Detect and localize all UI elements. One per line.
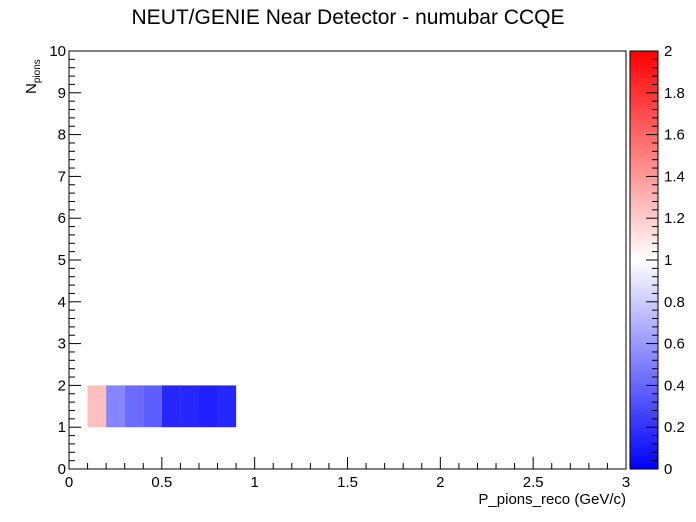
heatmap-cells (87, 385, 237, 428)
colorbar-tick-label-0: 0 (664, 461, 672, 478)
colorbar-tick-label-1: 0.2 (664, 419, 685, 436)
x-axis-label: P_pions_reco (GeV/c) (478, 491, 626, 508)
y-tick-label-7: 7 (58, 168, 66, 185)
y-tick-label-10: 10 (49, 43, 66, 60)
heatmap-cell-4 (161, 385, 181, 428)
x-tick-label-4: 2 (436, 474, 444, 491)
colorbar-tick-label-6: 1.2 (664, 210, 685, 227)
y-tick-label-5: 5 (58, 252, 66, 269)
y-axis-label-subscript: pions (32, 59, 43, 83)
colorbar-tick-label-4: 0.8 (664, 294, 685, 311)
chart-title: NEUT/GENIE Near Detector - numubar CCQE (131, 6, 565, 29)
x-axis: 0 0.5 1 1.5 2 2.5 3 (65, 457, 630, 491)
colorbar-tick-label-9: 1.8 (664, 85, 685, 102)
heatmap-cell-2 (124, 385, 144, 428)
y-axis-label-main: N (23, 83, 40, 94)
colorbar-tick-label-8: 1.6 (664, 127, 685, 144)
heatmap-cell-6 (198, 385, 218, 428)
heatmap-cell-0 (87, 385, 107, 428)
colorbar-tick-label-3: 0.6 (664, 336, 685, 353)
y-axis-label: Npions (23, 59, 43, 94)
x-tick-label-2: 1 (250, 474, 258, 491)
colorbar-tick-label-10: 2 (664, 43, 672, 60)
colorbar-tick-label-5: 1 (664, 252, 672, 269)
x-tick-label-3: 1.5 (337, 474, 358, 491)
colorbar-axis: 0 0.2 0.4 0.6 0.8 1 1.2 1.4 1.6 1.8 2 (646, 43, 685, 478)
colorbar-tick-label-2: 0.4 (664, 377, 685, 394)
colorbar-tick-label-7: 1.4 (664, 168, 685, 185)
x-tick-label-5: 2.5 (523, 474, 544, 491)
y-tick-label-9: 9 (58, 85, 66, 102)
x-tick-label-6: 3 (622, 474, 630, 491)
y-tick-label-6: 6 (58, 210, 66, 227)
y-tick-label-0: 0 (58, 461, 66, 478)
heatmap-cell-1 (106, 385, 125, 428)
y-tick-label-3: 3 (58, 336, 66, 353)
x-tick-label-0: 0 (65, 474, 73, 491)
y-axis: 0 1 2 3 4 5 6 7 8 9 10 (49, 43, 81, 478)
heatmap-cell-7 (217, 385, 237, 428)
y-axis-label-group: Npions (23, 59, 43, 94)
x-tick-label-1: 0.5 (151, 474, 172, 491)
y-tick-label-8: 8 (58, 127, 66, 144)
y-tick-label-4: 4 (58, 294, 66, 311)
heatmap-cell-3 (143, 385, 162, 428)
y-tick-label-1: 1 (58, 419, 66, 436)
heatmap-cell-5 (180, 385, 199, 428)
y-tick-label-2: 2 (58, 377, 66, 394)
